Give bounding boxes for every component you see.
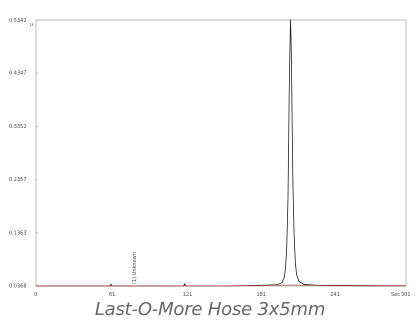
x-tick-label: 181 bbox=[256, 292, 266, 298]
series-layer bbox=[36, 19, 407, 287]
y-tick-label: 0.4347 bbox=[9, 71, 27, 77]
y-axis: 0.5342 0.4347 0.3352 0.2357 0.1363 0.0368 bbox=[9, 18, 38, 290]
x-tick-label: 241 bbox=[330, 292, 340, 298]
y-axis-top-marker: u bbox=[30, 22, 33, 28]
y-tick-label: 0.1363 bbox=[9, 230, 27, 236]
y-tick-label: 0.5342 bbox=[9, 18, 27, 24]
x-tick-label: 61 bbox=[109, 292, 115, 298]
peak-annotation: (1) Unknown bbox=[132, 252, 138, 284]
x-axis-unit-label: Sec bbox=[391, 292, 400, 298]
x-tick-label: 121 bbox=[183, 292, 193, 298]
x-axis-end-label: 301 bbox=[401, 292, 411, 298]
y-tick-label: 0.3352 bbox=[9, 124, 27, 130]
y-tick-label: 0.2357 bbox=[9, 177, 27, 183]
x-tick-label: 0 bbox=[34, 292, 37, 298]
y-tick-label: 0.0368 bbox=[9, 284, 27, 290]
baseline-trace-line bbox=[36, 284, 407, 287]
figure-caption: Last-O-More Hose 3x5mm bbox=[94, 299, 326, 320]
plot-frame bbox=[35, 19, 407, 287]
chromatogram-chart: 0.5342 0.4347 0.3352 0.2357 0.1363 0.0368 0 61… bbox=[9, 18, 411, 298]
signal-trace-line bbox=[36, 19, 406, 287]
